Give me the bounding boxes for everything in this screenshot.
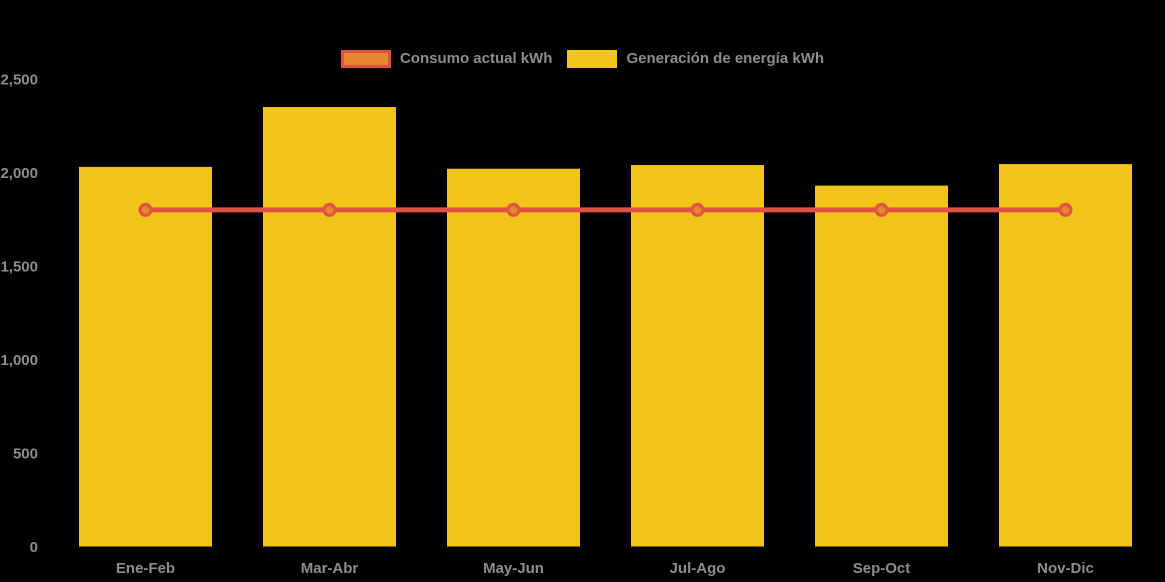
legend-swatch-consumo-actual-kwh	[340, 50, 391, 68]
consumo-marker-mar-abr	[322, 202, 337, 217]
x-axis-category-label: Sep-Oct	[853, 560, 911, 577]
legend-item-consumo-actual-kwh[interactable]: Consumo actual kWh	[340, 50, 553, 68]
legend-label: Consumo actual kWh	[399, 50, 553, 67]
bar-may-jun	[447, 168, 580, 547]
legend-item-generaci-n-de-energ-a-kwh[interactable]: Generación de energía kWh	[567, 50, 824, 68]
y-axis-tick-label: 2,000	[0, 165, 38, 182]
x-axis-category-label: Mar-Abr	[301, 560, 359, 577]
consumo-marker-may-jun	[506, 202, 521, 217]
consumo-marker-ene-feb	[138, 202, 153, 217]
bar-sep-oct	[815, 185, 948, 547]
consumo-marker-jul-ago	[690, 202, 705, 217]
x-axis-category-label: Nov-Dic	[1037, 560, 1094, 577]
x-axis-category-label: Jul-Ago	[670, 560, 726, 577]
y-axis-tick-label: 1,500	[0, 259, 38, 276]
y-axis-tick-label: 500	[13, 446, 38, 463]
legend: Consumo actual kWh Generación de energía …	[0, 50, 1165, 68]
x-axis-category-label: Ene-Feb	[116, 560, 175, 577]
legend-swatch-generaci-n-de-energ-a-kwh	[567, 50, 618, 68]
bar-nov-dic	[999, 164, 1132, 547]
bar-jul-ago	[631, 165, 764, 547]
consumo-marker-sep-oct	[874, 202, 889, 217]
y-axis-tick-label: 1,000	[0, 352, 38, 369]
bar-mar-abr	[263, 107, 396, 547]
y-axis-tick-label: 0	[30, 539, 38, 556]
y-axis-tick-label: 2,500	[0, 72, 38, 89]
bar-ene-feb	[79, 166, 212, 547]
x-axis-category-label: May-Jun	[483, 560, 544, 577]
consumo-marker-nov-dic	[1058, 202, 1073, 217]
legend-label: Generación de energía kWh	[626, 50, 825, 67]
